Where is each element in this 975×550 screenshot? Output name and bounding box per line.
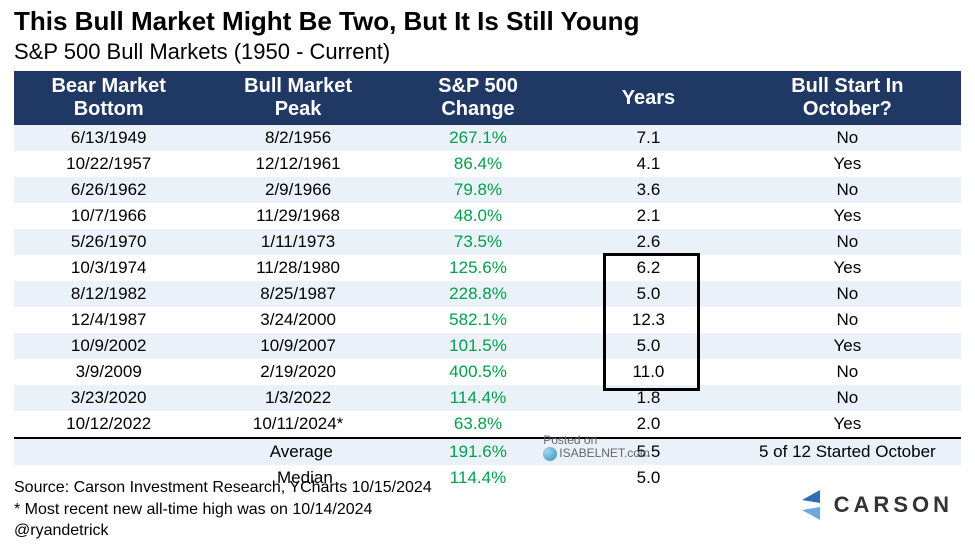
table-cell: Yes	[734, 333, 961, 359]
table-cell: No	[734, 229, 961, 255]
table-cell: 79.8%	[393, 177, 563, 203]
table-cell: No	[734, 281, 961, 307]
table-cell: 86.4%	[393, 151, 563, 177]
table-cell: Yes	[734, 203, 961, 229]
table-cell: 48.0%	[393, 203, 563, 229]
footer-note: * Most recent new all-time high was on 1…	[14, 499, 432, 521]
table-row: 3/23/20201/3/2022114.4%1.8No	[14, 385, 961, 411]
summary-label: Average	[14, 438, 393, 465]
table-cell: 228.8%	[393, 281, 563, 307]
bull-market-table: Bear MarketBottomBull MarketPeakS&P 500C…	[14, 71, 961, 491]
table-cell: 12/12/1961	[203, 151, 392, 177]
table-cell: 12/4/1987	[14, 307, 203, 333]
col-header: S&P 500Change	[393, 71, 563, 125]
table-cell: 8/25/1987	[203, 281, 392, 307]
summary-oct	[734, 465, 961, 491]
table-cell: 5/26/1970	[14, 229, 203, 255]
table-row: 12/4/19873/24/2000582.1%12.3No	[14, 307, 961, 333]
table-row: 10/7/196611/29/196848.0%2.1Yes	[14, 203, 961, 229]
col-header: Bull Start InOctober?	[734, 71, 961, 125]
table-cell: 2.1	[563, 203, 733, 229]
summary-oct: 5 of 12 Started October	[734, 438, 961, 465]
watermark-line1: Posted on	[543, 434, 650, 447]
table-row: 8/12/19828/25/1987228.8%5.0No	[14, 281, 961, 307]
table-cell: 63.8%	[393, 411, 563, 438]
table-cell: 6/26/1962	[14, 177, 203, 203]
table-cell: 6/13/1949	[14, 125, 203, 151]
table-row: 10/22/195712/12/196186.4%4.1Yes	[14, 151, 961, 177]
summary-years: 5.0	[563, 465, 733, 491]
table-cell: 3.6	[563, 177, 733, 203]
table-cell: Yes	[734, 151, 961, 177]
table-cell: 12.3	[563, 307, 733, 333]
table-cell: 11/29/1968	[203, 203, 392, 229]
summary-row: Average191.6%5.55 of 12 Started October	[14, 438, 961, 465]
table-cell: 114.4%	[393, 385, 563, 411]
table-cell: No	[734, 125, 961, 151]
table-cell: 7.1	[563, 125, 733, 151]
table-row: 10/3/197411/28/1980125.6%6.2Yes	[14, 255, 961, 281]
table-cell: 3/9/2009	[14, 359, 203, 385]
table-cell: 10/22/1957	[14, 151, 203, 177]
table-cell: 5.0	[563, 333, 733, 359]
chart-subtitle: S&P 500 Bull Markets (1950 - Current)	[0, 37, 975, 71]
table-cell: No	[734, 385, 961, 411]
table-cell: Yes	[734, 255, 961, 281]
globe-icon	[543, 447, 557, 461]
table-cell: 10/9/2002	[14, 333, 203, 359]
table-cell: 1.8	[563, 385, 733, 411]
table-cell: No	[734, 177, 961, 203]
table-row: 6/26/19622/9/196679.8%3.6No	[14, 177, 961, 203]
carson-logo-icon	[796, 490, 824, 520]
table-cell: 4.1	[563, 151, 733, 177]
table-cell: 73.5%	[393, 229, 563, 255]
table-cell: 10/11/2024*	[203, 411, 392, 438]
table-cell: 2/9/1966	[203, 177, 392, 203]
footer: Source: Carson Investment Research, YCha…	[14, 477, 432, 542]
table-cell: 1/3/2022	[203, 385, 392, 411]
table-cell: 11/28/1980	[203, 255, 392, 281]
table-cell: 10/7/1966	[14, 203, 203, 229]
table-cell: 125.6%	[393, 255, 563, 281]
table-cell: 101.5%	[393, 333, 563, 359]
col-header: Years	[563, 71, 733, 125]
table-row: 6/13/19498/2/1956267.1%7.1No	[14, 125, 961, 151]
carson-logo-text: CARSON	[834, 492, 953, 518]
table-cell: No	[734, 359, 961, 385]
table-cell: 3/24/2000	[203, 307, 392, 333]
table-cell: 10/3/1974	[14, 255, 203, 281]
table-cell: 8/2/1956	[203, 125, 392, 151]
summary-change: 191.6%	[393, 438, 563, 465]
table-row: 5/26/19701/11/197373.5%2.6No	[14, 229, 961, 255]
carson-logo: CARSON	[796, 490, 953, 520]
table-cell: 2/19/2020	[203, 359, 392, 385]
col-header: Bear MarketBottom	[14, 71, 203, 125]
chart-title: This Bull Market Might Be Two, But It Is…	[0, 0, 975, 37]
table-cell: 267.1%	[393, 125, 563, 151]
table-cell: 8/12/1982	[14, 281, 203, 307]
table-cell: 10/12/2022	[14, 411, 203, 438]
table-cell: 6.2	[563, 255, 733, 281]
table-row: 3/9/20092/19/2020400.5%11.0No	[14, 359, 961, 385]
table-cell: 10/9/2007	[203, 333, 392, 359]
footer-source: Source: Carson Investment Research, YCha…	[14, 477, 432, 499]
table-row: 10/9/200210/9/2007101.5%5.0Yes	[14, 333, 961, 359]
table-cell: 11.0	[563, 359, 733, 385]
table-cell: No	[734, 307, 961, 333]
footer-handle: @ryandetrick	[14, 520, 432, 542]
table-cell: Yes	[734, 411, 961, 438]
table-row: 10/12/202210/11/2024*63.8%2.0Yes	[14, 411, 961, 438]
table-cell: 400.5%	[393, 359, 563, 385]
table-cell: 3/23/2020	[14, 385, 203, 411]
table-cell: 2.6	[563, 229, 733, 255]
table-cell: 582.1%	[393, 307, 563, 333]
table-cell: 1/11/1973	[203, 229, 392, 255]
watermark: Posted on ISABELNET.com	[543, 434, 650, 461]
col-header: Bull MarketPeak	[203, 71, 392, 125]
table-cell: 5.0	[563, 281, 733, 307]
watermark-line2: ISABELNET.com	[543, 447, 650, 461]
